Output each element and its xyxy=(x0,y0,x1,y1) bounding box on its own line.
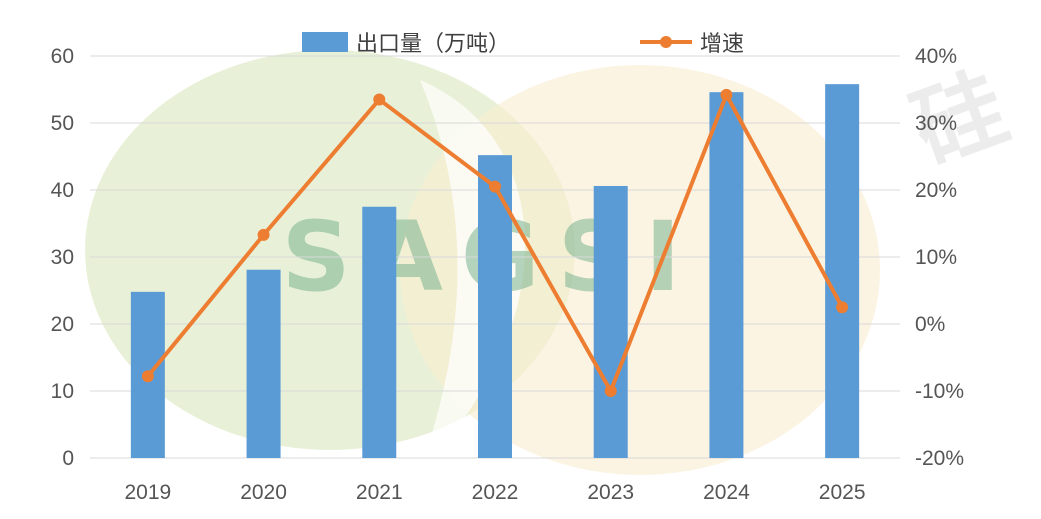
bar xyxy=(709,92,744,459)
legend-bar-swatch xyxy=(302,32,348,52)
watermark-logo: SAGSI 硅 xyxy=(85,50,1020,475)
growth-point xyxy=(373,93,386,106)
legend: 出口量（万吨） 增速 xyxy=(302,32,744,57)
x-tick-label: 2023 xyxy=(587,481,634,504)
left-axis: 0 10 20 30 40 50 60 xyxy=(51,45,74,470)
right-tick-label: 40% xyxy=(915,45,957,68)
left-tick-label: 20 xyxy=(51,313,74,336)
growth-point xyxy=(836,301,849,314)
left-tick-label: 10 xyxy=(51,380,74,403)
bar xyxy=(246,269,281,458)
x-tick-label: 2021 xyxy=(356,481,403,504)
x-tick-label: 2025 xyxy=(819,481,866,504)
left-tick-label: 50 xyxy=(51,112,74,135)
growth-point xyxy=(141,370,154,383)
right-tick-label: 0% xyxy=(915,313,945,336)
x-tick-label: 2019 xyxy=(124,481,171,504)
bar xyxy=(593,185,628,459)
right-axis: -20% -10% 0% 10% 20% 30% 40% xyxy=(915,45,964,470)
legend-line-marker xyxy=(660,36,672,48)
watermark-cream-shape xyxy=(400,65,880,475)
x-axis: 2019 2020 2021 2022 2023 2024 2025 xyxy=(124,481,865,504)
legend-line-label: 增速 xyxy=(700,32,744,57)
growth-point xyxy=(489,180,501,193)
right-tick-label: 30% xyxy=(915,112,957,135)
x-tick-label: 2024 xyxy=(703,481,750,504)
right-tick-label: -10% xyxy=(915,380,964,403)
x-tick-label: 2022 xyxy=(472,481,519,504)
x-tick-label: 2020 xyxy=(240,481,287,504)
right-tick-label: 20% xyxy=(915,179,957,202)
left-tick-label: 60 xyxy=(51,45,74,68)
left-tick-label: 30 xyxy=(51,246,74,269)
left-tick-label: 40 xyxy=(51,179,74,202)
legend-bar-label: 出口量（万吨） xyxy=(356,32,510,57)
growth-point xyxy=(720,88,733,101)
bar xyxy=(478,155,512,458)
right-tick-label: 10% xyxy=(915,246,957,269)
line-series xyxy=(141,88,849,397)
bar xyxy=(362,206,397,458)
growth-point xyxy=(604,385,617,397)
growth-point xyxy=(257,228,270,241)
bar xyxy=(825,84,860,458)
right-tick-label: -20% xyxy=(915,447,964,470)
left-tick-label: 0 xyxy=(62,447,74,470)
